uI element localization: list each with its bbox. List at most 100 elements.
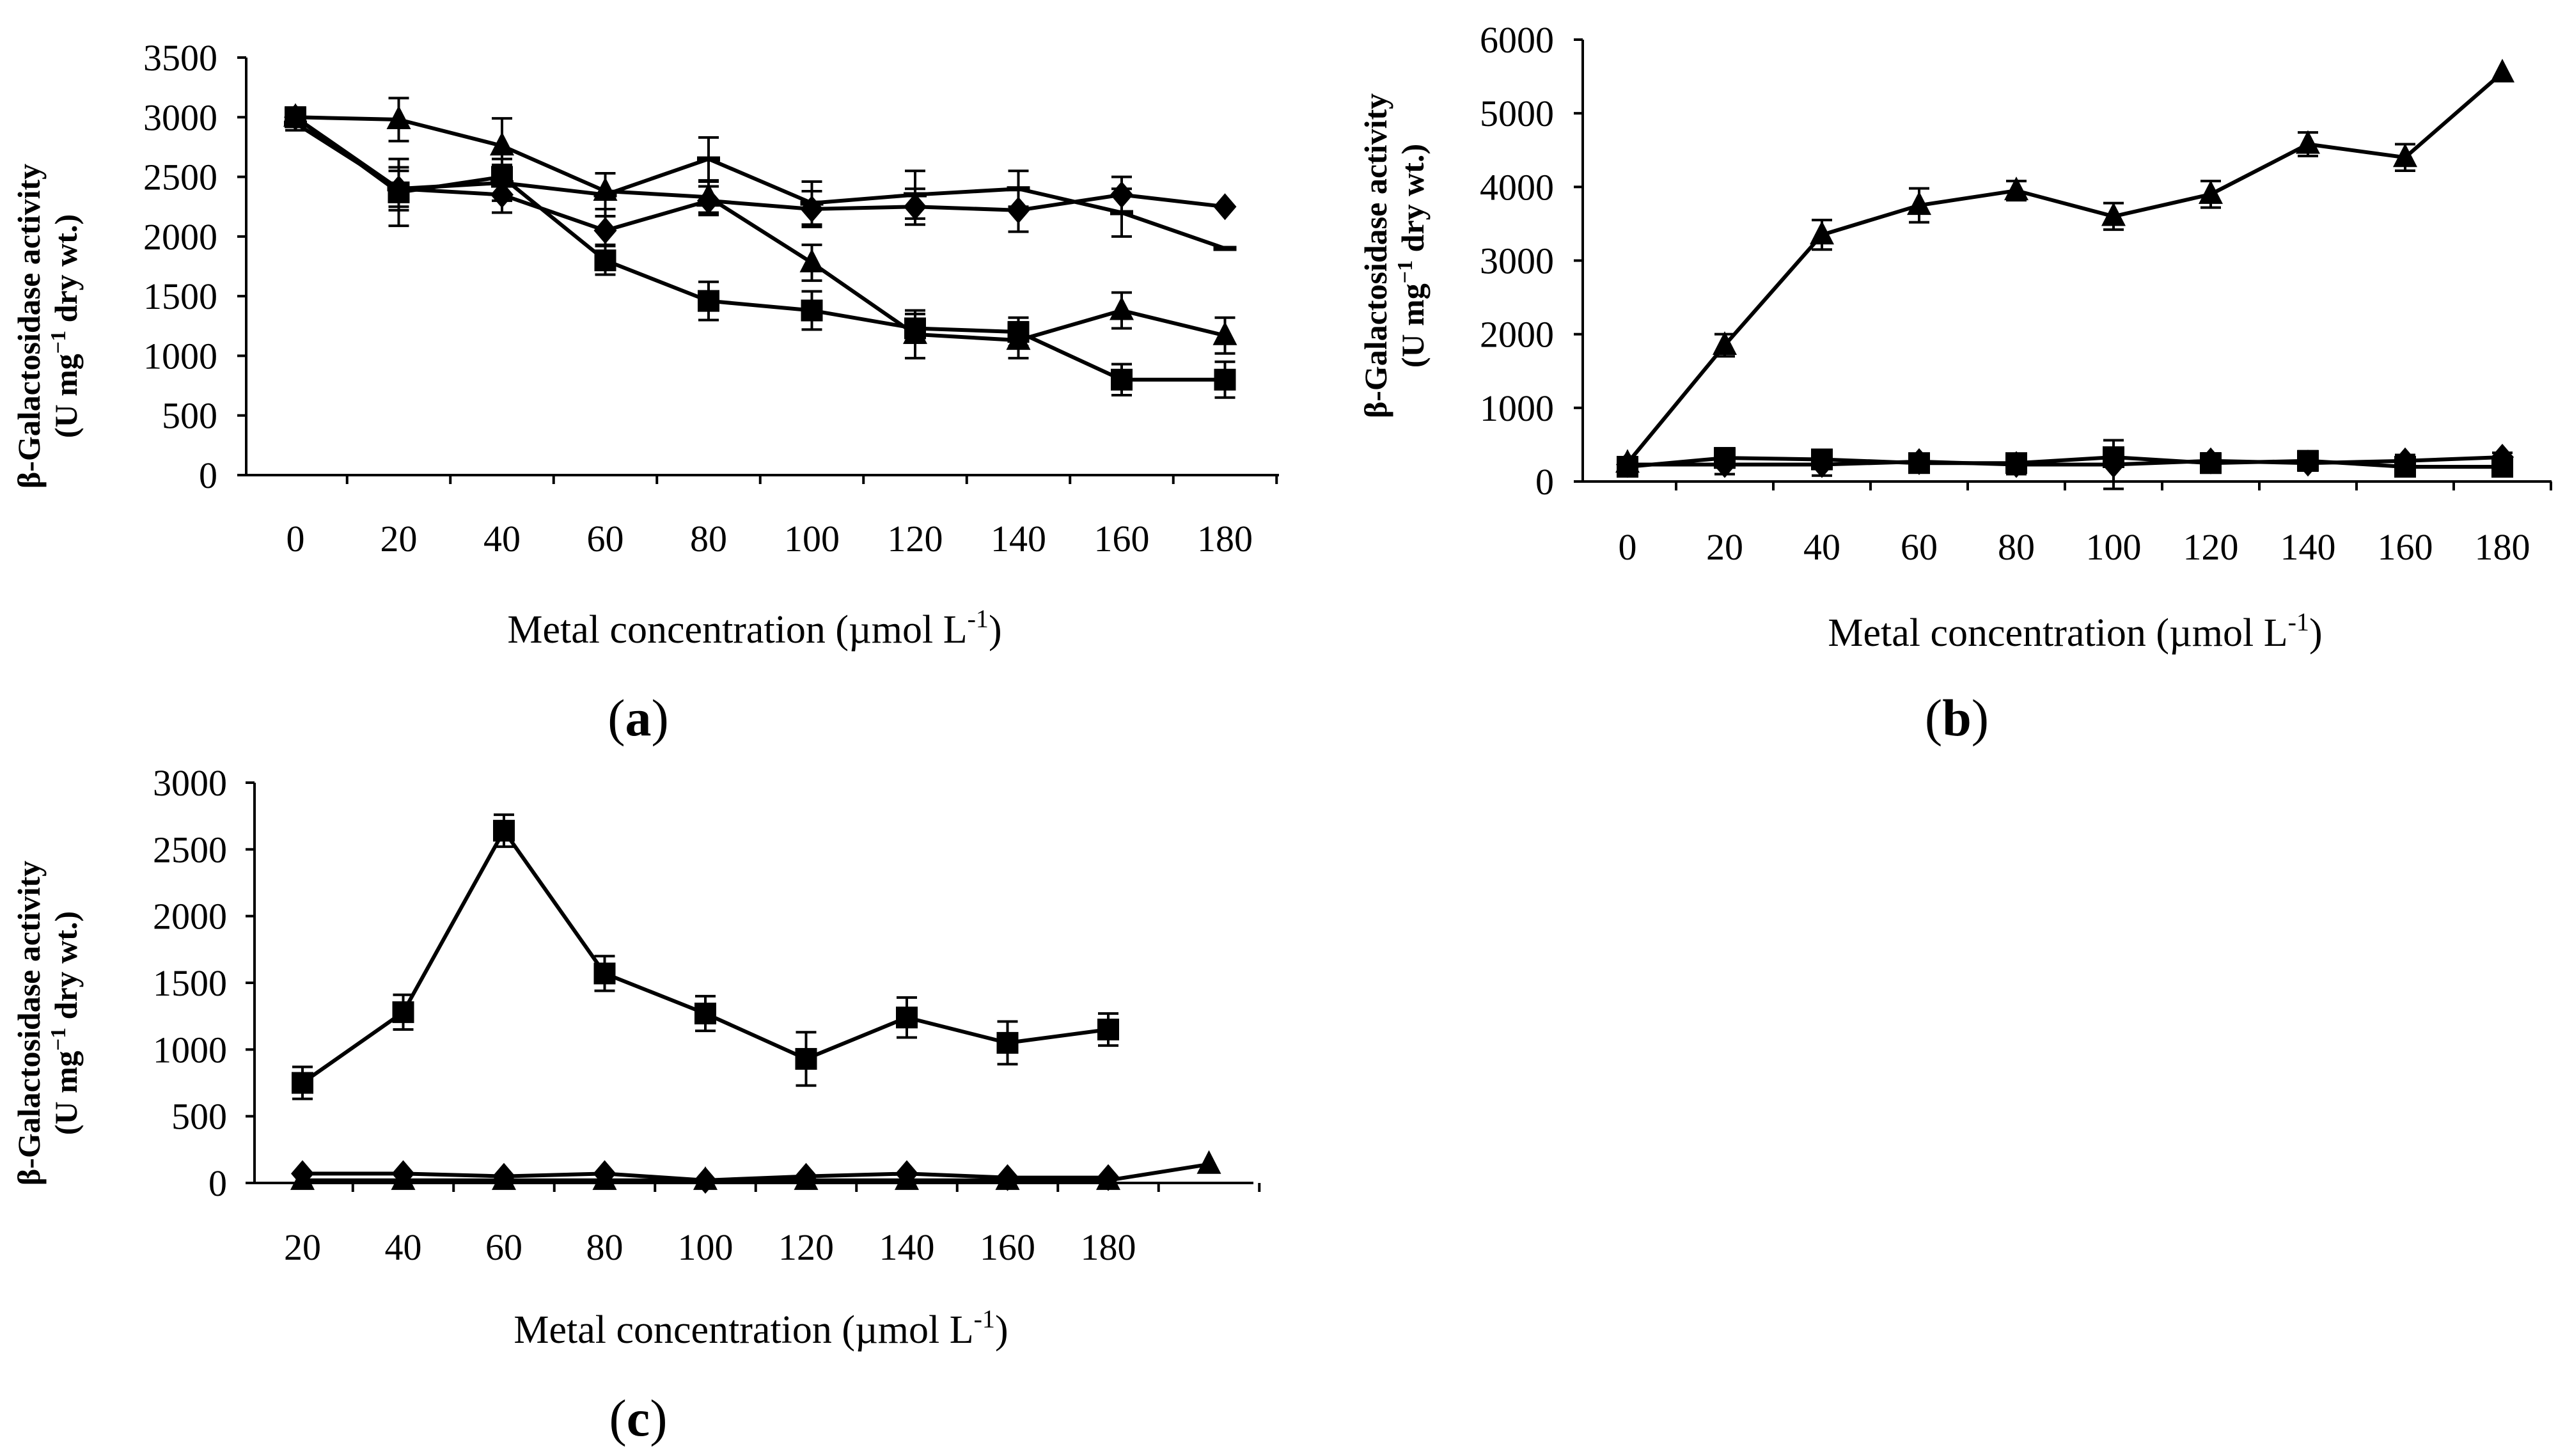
data-point-triangle [693,1166,718,1190]
y-axis-label-c-units: (U mg−1 dry wt.) [47,911,84,1135]
x-tick-label: 100 [678,1226,733,1268]
x-tick-label: 40 [483,518,521,560]
data-point-dash [593,192,617,198]
x-axis-label-a: Metal concentration (µmol L-1) [507,604,1001,652]
axes-c: 0 500 1000 1500 2000 2500 3000 20 40 60 80 100 120 14… [153,762,1261,1268]
data-point-square [493,820,515,842]
data-point-square [996,1031,1019,1054]
x-tick-label: 80 [690,518,727,560]
y-tick-label: 6000 [1480,19,1554,61]
y-tick-label: 0 [208,1162,227,1204]
data-point-triangle [995,1166,1020,1190]
x-tick-label: 160 [2378,526,2433,568]
x-tick-label: 140 [2280,526,2336,568]
data-point-diamond [2102,451,2125,478]
x-tick-label: 60 [485,1226,522,1268]
x-tick-label: 60 [587,518,624,560]
data-point-triangle [1006,326,1031,350]
panel-b: 0 1000 2000 3000 4000 5000 6000 0 20 40 60 80 100 120… [1358,19,2552,747]
x-tick-label: 120 [888,518,943,560]
data-point-square [801,299,823,322]
data-point-triangle [903,320,927,344]
data-point-triangle [386,106,411,130]
data-point-square [1111,368,1133,391]
panel-label-a: (a) [608,689,669,747]
data-point-diamond [1810,451,1833,478]
data-point-triangle [2490,58,2514,82]
data-point-diamond [1213,193,1237,221]
series-line-square [301,827,1109,1084]
data-point-square [795,1047,817,1070]
x-tick-label: 180 [1197,518,1253,560]
data-point-dash [800,200,824,206]
data-point-diamond [593,217,617,244]
data-point-diamond [1713,451,1736,478]
x-tick-label: 80 [586,1226,624,1268]
y-tick-label: 2000 [153,896,227,937]
data-point-diamond [1007,196,1030,224]
y-tick-label: 3000 [1480,240,1554,282]
x-tick-label: 40 [385,1226,422,1268]
x-tick-label: 0 [1619,526,1637,568]
x-tick-label: 120 [778,1226,834,1268]
data-point-square [392,1001,414,1023]
panel-c: 0 500 1000 1500 2000 2500 3000 20 40 60 80 100 120 14… [11,762,1261,1447]
y-tick-label: 0 [199,455,217,496]
y-tick-label: 1000 [1480,387,1554,429]
data-point-dash [284,120,307,126]
data-point-dash [387,186,411,192]
data-point-diamond [2394,447,2417,474]
y-tick-label: 0 [1535,461,1554,503]
x-tick-label: 20 [1706,526,1743,568]
x-tick-label: 100 [784,518,840,560]
data-point-dash [1110,210,1133,215]
data-point-square [698,290,719,312]
x-tick-label: 0 [286,518,305,560]
x-tick-label: 180 [1081,1226,1136,1268]
data-point-triangle [2296,130,2320,154]
data-point-triangle [490,132,514,156]
data-point-square [594,249,616,272]
data-point-square [896,1006,918,1029]
data-point-triangle [696,183,721,207]
data-point-triangle [2101,202,2126,226]
y-tick-label: 3000 [153,762,227,804]
y-tick-label: 1000 [143,335,217,377]
data-point-triangle [794,1166,819,1190]
axes-b: 0 1000 2000 3000 4000 5000 6000 0 20 40 60 80 100 120… [1480,19,2552,568]
data-point-dash [697,156,720,162]
x-tick-label: 140 [879,1226,935,1268]
y-tick-label: 3500 [143,37,217,79]
data-point-triangle [2199,180,2223,204]
data-point-triangle [1110,296,1134,320]
data-point-diamond [2296,450,2319,477]
axes-a: 0 500 1000 1500 2000 2500 3000 3500 0 20 40 60 80 100… [143,37,1279,560]
data-point-diamond [1908,448,1931,475]
y-tick-label: 1500 [143,276,217,317]
data-point-triangle [2393,143,2417,168]
data-point-triangle [1713,331,1737,355]
x-axis-label-b: Metal concentration (µmol L-1) [1828,607,2322,655]
data-point-triangle [1196,1150,1221,1174]
data-point-triangle [1212,321,1237,345]
data-point-square [1214,368,1236,391]
x-tick-label: 100 [2086,526,2142,568]
x-tick-label: 80 [1998,526,2035,568]
series-line-triangle [1626,71,2504,465]
data-point-triangle [1096,1166,1120,1190]
series-line-dash [294,121,1226,251]
data-point-square [593,962,616,985]
x-tick-label: 20 [380,518,418,560]
data-point-triangle [799,248,824,272]
data-point-triangle [2004,176,2028,201]
y-tick-label: 2500 [143,157,217,198]
panel-label-c: (c) [609,1389,667,1447]
series-group-c [290,813,1221,1194]
y-axis-label-c: β-Galactosidase activity [11,861,47,1186]
series-line-square [294,115,1225,382]
data-point-triangle [391,1166,416,1190]
y-tick-label: 1000 [153,1029,227,1070]
y-tick-label: 500 [162,395,217,437]
x-tick-label: 160 [980,1226,1035,1268]
